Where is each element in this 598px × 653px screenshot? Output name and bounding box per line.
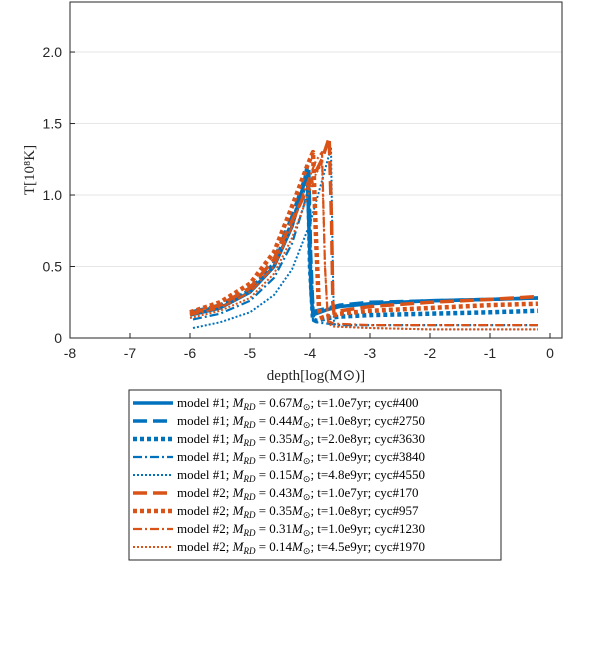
legend-entry: model #2; MRD = 0.35M⊙; t=1.0e8yr; cyc#9… (177, 503, 419, 520)
series-line-3 (192, 174, 539, 324)
legend-entry: model #1; MRD = 0.31M⊙; t=1.0e9yr; cyc#3… (177, 449, 425, 466)
x-tick-label: -5 (244, 345, 257, 361)
y-tick-label: 0.5 (43, 259, 63, 275)
x-tick-label: -2 (424, 345, 437, 361)
x-tick-label: -7 (124, 345, 137, 361)
y-tick-label: 0 (54, 330, 62, 346)
x-tick-label: -6 (184, 345, 197, 361)
x-tick-label: -3 (364, 345, 377, 361)
series-line-7 (189, 149, 539, 321)
y-gridlines (70, 51, 562, 268)
legend: model #1; MRD = 0.67M⊙; t=1.0e7yr; cyc#4… (128, 389, 502, 561)
y-tick-label: 1.0 (43, 187, 63, 203)
axes: 0 0.5 1.0 1.5 2.0 -8 -7 -6 -5 -4 -3 -2 -1 0 (43, 44, 555, 361)
x-tick-label: -8 (64, 345, 77, 361)
x-tick-label: -1 (484, 345, 497, 361)
y-axis-label: T[10⁸K] (22, 145, 38, 195)
series-line-1 (189, 164, 539, 317)
x-tick-label: 0 (546, 345, 554, 361)
series-lines (189, 136, 539, 331)
x-tick-label: -4 (304, 345, 317, 361)
y-tick-label: 1.5 (43, 116, 63, 132)
legend-entry: model #1; MRD = 0.44M⊙; t=1.0e8yr; cyc#2… (177, 413, 425, 430)
legend-entry: model #1; MRD = 0.67M⊙; t=1.0e7yr; cyc#4… (177, 395, 419, 412)
legend-entry: model #2; MRD = 0.43M⊙; t=1.0e7yr; cyc#1… (177, 485, 419, 502)
legend-entry: model #1; MRD = 0.15M⊙; t=4.8e9yr; cyc#4… (177, 467, 425, 484)
legend-entry: model #1; MRD = 0.35M⊙; t=2.0e8yr; cyc#3… (177, 431, 425, 448)
legend-entry: model #2; MRD = 0.31M⊙; t=1.0e9yr; cyc#1… (177, 521, 425, 538)
series-line-8 (189, 151, 538, 327)
series-line-9 (189, 162, 538, 331)
series-line-6 (189, 136, 539, 316)
legend-entry: model #2; MRD = 0.14M⊙; t=4.5e9yr; cyc#1… (177, 539, 425, 556)
y-tick-label: 2.0 (43, 44, 63, 60)
plot-frame (69, 1, 563, 339)
x-axis-label: depth[log(M⊙)] (267, 368, 365, 384)
legend-box (128, 389, 502, 561)
